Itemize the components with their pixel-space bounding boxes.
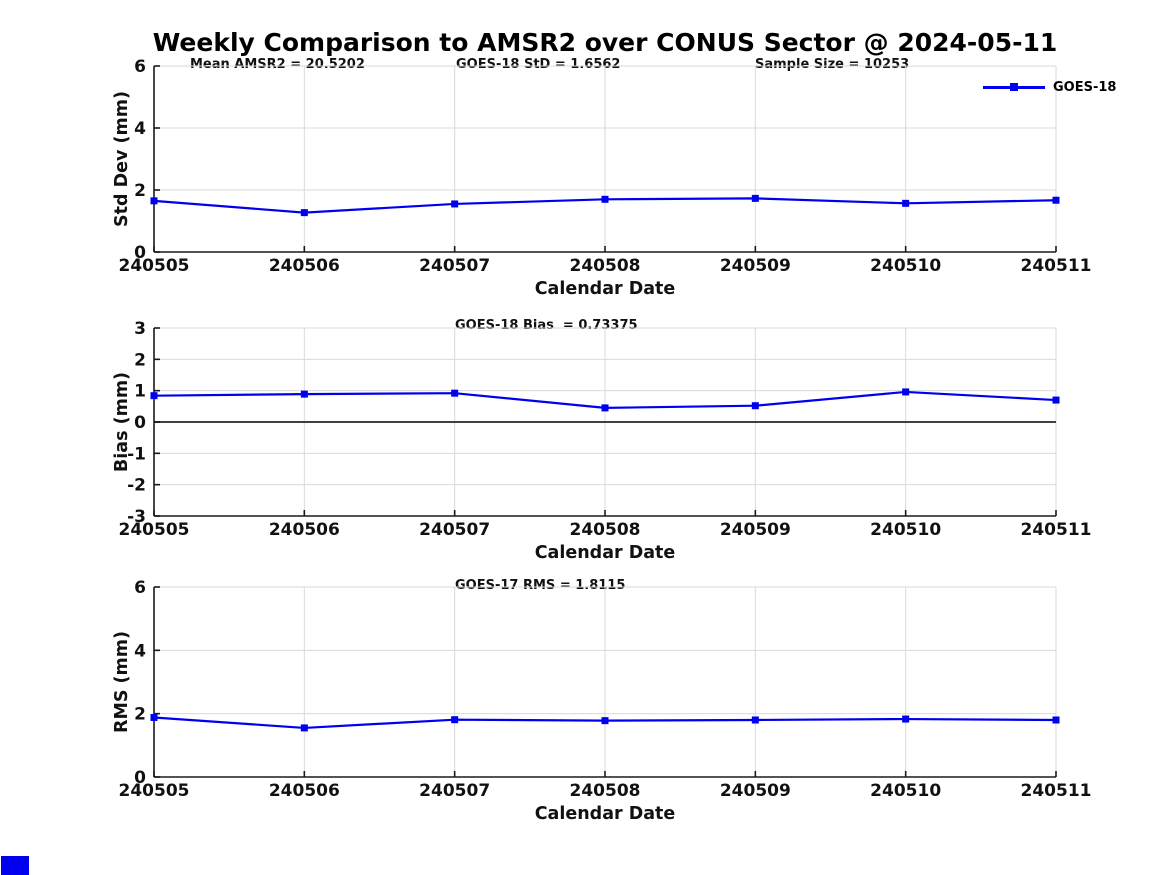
annotation-sample-size: Sample Size = 10253 (755, 57, 910, 72)
corner-blue-square (1, 856, 29, 875)
x-tick-label: 240511 (1021, 781, 1092, 801)
data-point-marker (601, 195, 609, 203)
data-point-marker (601, 717, 609, 725)
y-tick-label: 0 (134, 413, 146, 433)
x-tick-label: 240509 (720, 520, 791, 540)
x-tick-label: 240510 (870, 520, 941, 540)
data-point-marker (1052, 196, 1060, 204)
x-tick-label: 240506 (269, 781, 340, 801)
x-tick-label: 240510 (870, 781, 941, 801)
data-point-marker (150, 197, 158, 205)
y-tick-label: -2 (127, 476, 146, 496)
x-tick-label: 240506 (269, 520, 340, 540)
y-tick-label: 6 (134, 57, 146, 77)
legend-label: GOES-18 (1053, 79, 1117, 95)
data-point-marker (150, 392, 158, 400)
data-point-marker (751, 716, 759, 724)
x-tick-label: 240511 (1021, 520, 1092, 540)
x-tick-label: 240508 (570, 781, 641, 801)
y-axis-label: RMS (mm) (112, 631, 132, 733)
x-tick-label: 240510 (870, 256, 941, 276)
x-tick-label: 240506 (269, 256, 340, 276)
x-tick-label: 240507 (419, 256, 490, 276)
x-tick-label: 240505 (119, 256, 190, 276)
data-point-marker (150, 713, 158, 721)
y-axis-label: Std Dev (mm) (112, 91, 132, 227)
data-point-marker (451, 389, 459, 397)
data-point-marker (300, 724, 308, 732)
y-tick-label: 2 (134, 350, 146, 370)
y-tick-label: 0 (134, 768, 146, 788)
data-point-marker (451, 716, 459, 724)
data-point-marker (1052, 716, 1060, 724)
data-point-marker (751, 194, 759, 202)
annotation-goes18-bias: GOES-18 Bias = 0.73375 (455, 318, 638, 333)
y-tick-label: 4 (134, 119, 146, 139)
chart-title: Weekly Comparison to AMSR2 over CONUS Se… (152, 28, 1058, 57)
y-tick-label: -3 (127, 507, 146, 527)
y-tick-label: 3 (134, 319, 146, 339)
y-tick-label: 2 (134, 181, 146, 201)
data-point-marker (1052, 396, 1060, 404)
annotation-goes17-rms: GOES-17 RMS = 1.8115 (455, 578, 626, 593)
x-tick-label: 240507 (419, 781, 490, 801)
x-tick-label: 240505 (119, 520, 190, 540)
x-tick-label: 240505 (119, 781, 190, 801)
legend-square-marker-icon (1010, 82, 1018, 91)
data-point-marker (902, 199, 910, 207)
data-point-marker (902, 388, 910, 396)
x-tick-label: 240511 (1021, 256, 1092, 276)
annotation-mean-amsr2: Mean AMSR2 = 20.5202 (190, 57, 365, 72)
x-axis-label: Calendar Date (535, 804, 676, 824)
data-point-marker (300, 390, 308, 398)
legend: GOES-18 (983, 79, 1117, 95)
legend-line-sample (983, 82, 1045, 91)
x-tick-label: 240508 (570, 520, 641, 540)
data-point-marker (902, 715, 910, 723)
y-tick-label: 0 (134, 243, 146, 263)
annotation-goes18-std: GOES-18 StD = 1.6562 (456, 57, 621, 72)
x-tick-label: 240509 (720, 256, 791, 276)
data-point-marker (751, 402, 759, 410)
y-axis-label: Bias (mm) (112, 372, 132, 472)
y-tick-label: 4 (134, 641, 146, 661)
y-tick-label: 6 (134, 578, 146, 598)
data-point-marker (601, 404, 609, 412)
data-point-marker (300, 209, 308, 217)
y-tick-label: 2 (134, 705, 146, 725)
data-point-marker (451, 200, 459, 208)
y-tick-label: 1 (134, 382, 146, 402)
y-tick-label: -1 (127, 444, 146, 464)
x-axis-label: Calendar Date (535, 543, 676, 563)
x-tick-label: 240509 (720, 781, 791, 801)
x-tick-label: 240507 (419, 520, 490, 540)
x-tick-label: 240508 (570, 256, 641, 276)
x-axis-label: Calendar Date (535, 279, 676, 299)
